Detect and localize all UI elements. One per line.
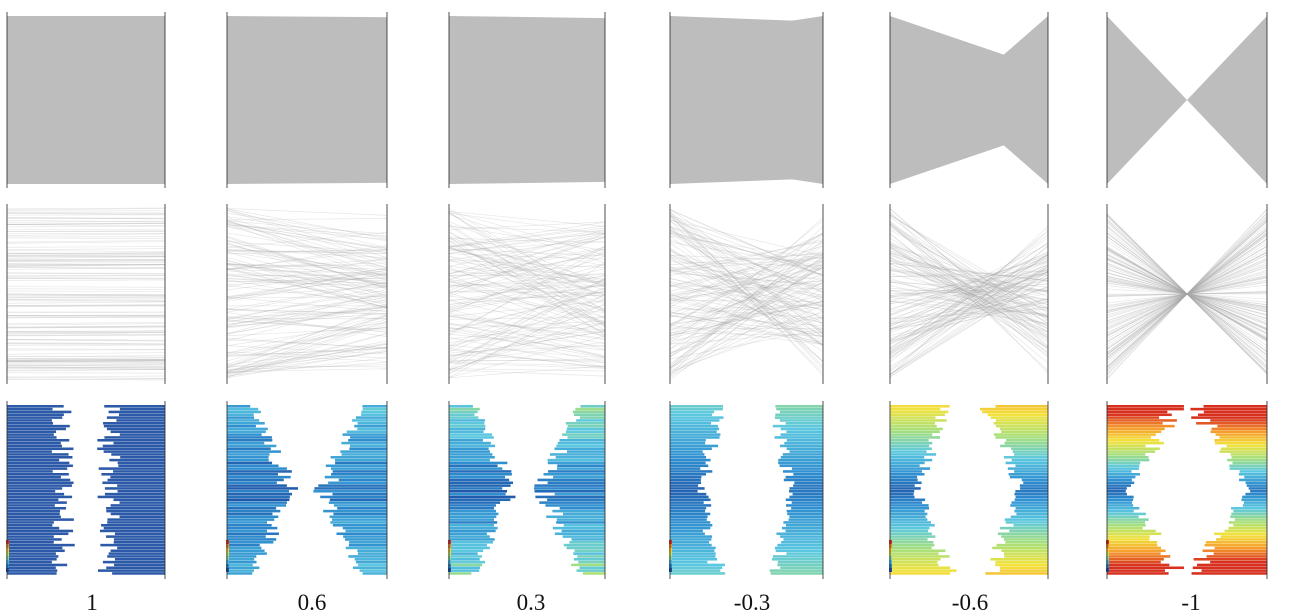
line-gray-panel-6	[1106, 204, 1268, 384]
column-label-3: 0.3	[516, 590, 546, 615]
solid-gray-panel-2	[226, 12, 388, 188]
colored-bars-panel-3	[448, 401, 606, 579]
colored-bars-panel-4	[669, 401, 824, 579]
colored-bars-panel-1	[6, 401, 166, 579]
line-gray-panel-2	[226, 204, 388, 384]
line-gray-panel-1	[6, 204, 166, 384]
solid-gray-panel-3	[448, 12, 606, 188]
column-label-6: -1	[1181, 590, 1201, 615]
colored-bars-panel-6	[1106, 401, 1268, 579]
solid-gray-panel-5	[889, 12, 1049, 188]
column-label-5: -0.6	[951, 590, 989, 615]
column-label-1: 1	[86, 590, 98, 615]
column-label-4: -0.3	[733, 590, 771, 615]
colored-bars-panel-2	[226, 401, 388, 579]
line-gray-panel-3	[448, 204, 606, 384]
solid-gray-panel-4	[669, 12, 824, 188]
solid-gray-panel-6	[1106, 12, 1268, 188]
solid-gray-panel-1	[6, 12, 166, 188]
line-gray-panel-4	[669, 204, 824, 384]
colored-bars-panel-5	[889, 401, 1049, 579]
line-gray-panel-5	[889, 204, 1049, 384]
column-label-2: 0.6	[297, 590, 327, 615]
